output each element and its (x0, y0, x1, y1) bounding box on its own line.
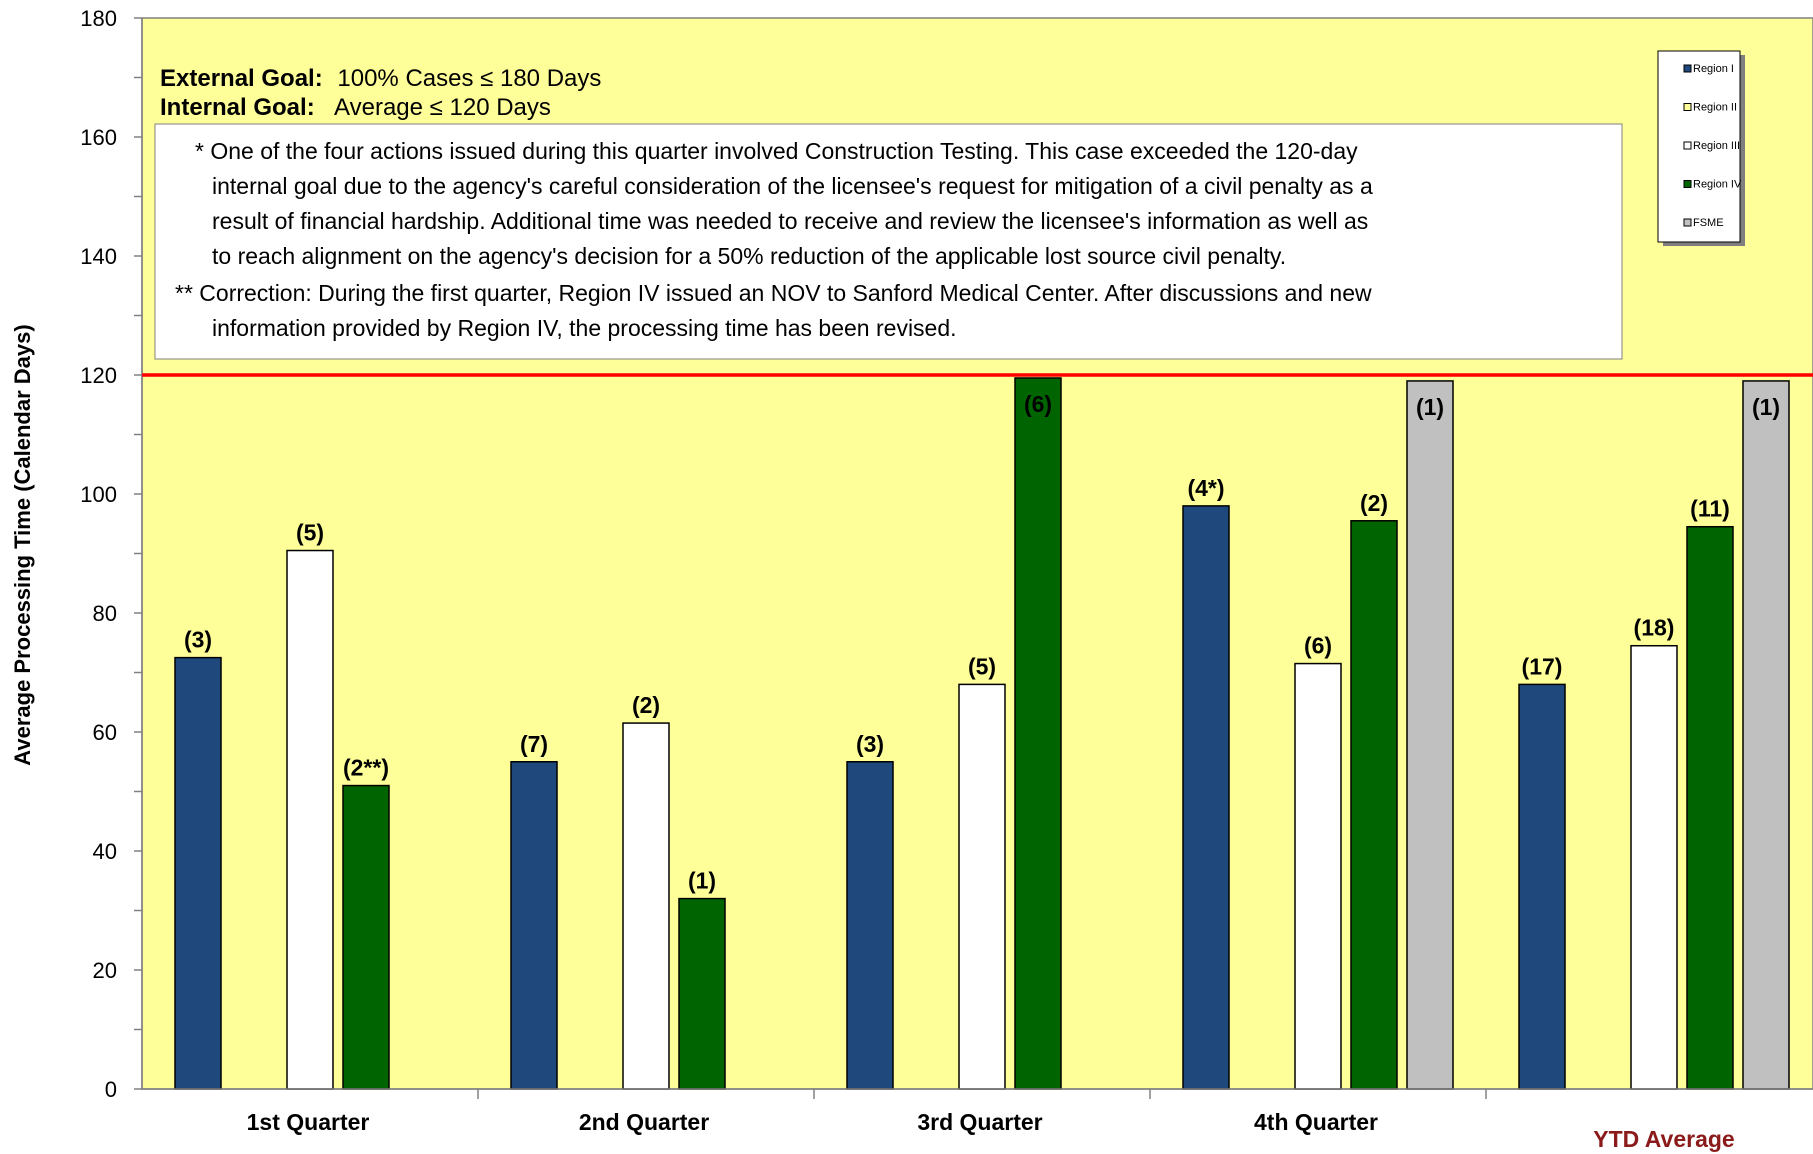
data-label: (17) (1522, 653, 1563, 679)
external-goal-text: 100% Cases ≤ 180 Days (337, 65, 601, 92)
legend-swatch (1683, 218, 1692, 227)
bar (958, 683, 1006, 1090)
y-tick-label: 140 (80, 244, 117, 269)
note-line-3: result of financial hardship. Additional… (212, 208, 1368, 234)
bar (286, 549, 334, 1090)
external-goal-label: External Goal: (160, 65, 323, 92)
category-label: 3rd Quarter (917, 1109, 1042, 1135)
category-label: 4th Quarter (1254, 1109, 1378, 1135)
bar (846, 761, 894, 1090)
data-label: (6) (1304, 633, 1332, 659)
svg-text:Internal Goal: Average ≤: Internal Goal: Average ≤ 120 Days (160, 94, 551, 121)
legend-swatch (1683, 103, 1692, 111)
bar (342, 784, 390, 1090)
bar (1742, 380, 1790, 1090)
y-tick-label: 100 (80, 482, 117, 507)
bar (1350, 520, 1398, 1090)
data-label: (7) (520, 731, 548, 757)
category-label: 1st Quarter (247, 1109, 370, 1135)
legend-swatch (1683, 64, 1692, 73)
legend-entry: Region II (1693, 102, 1737, 114)
bar (510, 761, 558, 1090)
bar (678, 897, 726, 1090)
y-axis-title: Average Processing Time (Calendar Days) (10, 324, 35, 765)
svg-text:External Goal: 100% Case: External Goal: 100% Cases ≤ 180 Days (160, 65, 601, 92)
data-label: (5) (296, 520, 324, 546)
bar (1406, 380, 1454, 1090)
bars: (3) (5) (2**) (7) (2) (1) (3) (5) (6) (4*) (6) (2) (… (174, 377, 1790, 1090)
data-label: (1) (1416, 394, 1444, 420)
goals-box: External Goal: 100% Cases ≤ 180 Days Int… (160, 65, 601, 121)
bar (622, 722, 670, 1090)
bar (1630, 644, 1678, 1090)
bar (1518, 683, 1566, 1090)
bar (174, 656, 222, 1090)
data-label: (5) (968, 653, 996, 679)
data-label: (2) (1360, 490, 1388, 516)
note-line-2: internal goal due to the agency's carefu… (212, 173, 1373, 199)
data-label: (3) (184, 627, 212, 653)
legend: Region I Region II Region III Region IV FSME (1657, 50, 1745, 246)
data-label: (4*) (1187, 475, 1224, 501)
legend-entry: Region IV (1693, 179, 1742, 191)
legend-entry: Region III (1693, 140, 1740, 152)
internal-goal-text: Average ≤ 120 Days (334, 94, 551, 121)
data-label: (6) (1024, 391, 1052, 417)
data-label: (18) (1634, 615, 1675, 641)
data-label: (3) (856, 731, 884, 757)
notes-box: * One of the four actions issued during … (154, 123, 1623, 360)
y-tick-label: 120 (80, 363, 117, 388)
category-label: 2nd Quarter (579, 1109, 709, 1135)
y-tick-label: 40 (93, 839, 117, 864)
data-label: (2) (632, 692, 660, 718)
y-tick-label: 180 (80, 6, 117, 31)
legend-entry: Region I (1693, 63, 1734, 75)
data-label: (2**) (343, 755, 389, 781)
data-label: (1) (688, 868, 716, 894)
y-tick-label: 80 (93, 601, 117, 626)
note-line-6: information provided by Region IV, the p… (212, 315, 957, 341)
legend-swatch (1683, 180, 1692, 188)
internal-goal-label: Internal Goal: (160, 94, 315, 121)
data-label: (1) (1752, 394, 1780, 420)
x-axis: 1st Quarter 2nd Quarter 3rd Quarter 4th Qua… (142, 1088, 1813, 1152)
note-line-1: * One of the four actions issued during … (195, 138, 1358, 164)
category-label-ytd: YTD Average (1593, 1126, 1734, 1152)
legend-entry: FSME (1693, 217, 1724, 229)
bar (1014, 377, 1062, 1090)
y-tick-label: 20 (93, 958, 117, 983)
bar (1686, 525, 1734, 1090)
y-tick-label: 0 (105, 1077, 117, 1102)
y-axis: 0 20 40 60 80 100 120 140 160 180 (80, 6, 143, 1102)
bar (1182, 505, 1230, 1090)
y-tick-label: 60 (93, 720, 117, 745)
bar (1294, 662, 1342, 1090)
y-tick-label: 160 (80, 125, 117, 150)
data-label: (11) (1690, 496, 1730, 522)
legend-swatch (1683, 141, 1692, 150)
note-line-4: to reach alignment on the agency's decis… (212, 243, 1286, 269)
note-line-5: ** Correction: During the first quarter,… (175, 280, 1372, 306)
